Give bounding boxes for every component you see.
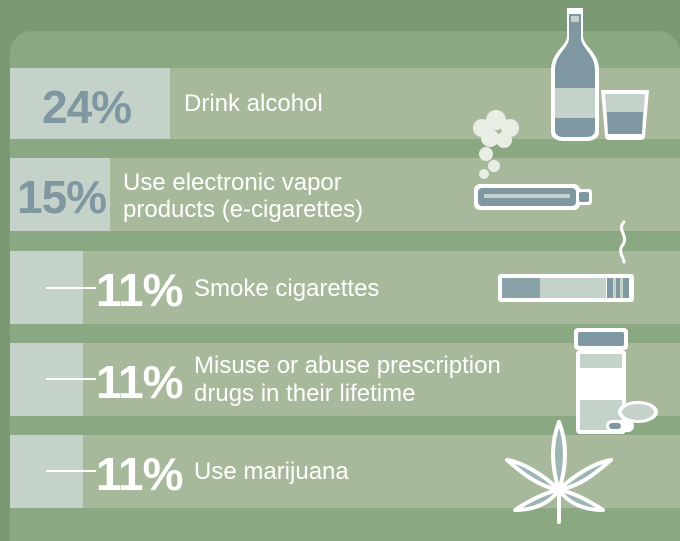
pill-bottle-icon <box>574 328 658 434</box>
category-label-line-1: Misuse or abuse prescription <box>194 352 501 379</box>
leader-tick <box>46 287 96 289</box>
category-label: Use marijuana <box>194 458 349 485</box>
category-label: Drink alcohol <box>184 90 323 117</box>
category-label: Smoke cigarettes <box>194 275 380 302</box>
vapor-cloud-icon <box>473 110 519 179</box>
e-cigarette-icon <box>474 184 592 210</box>
value-box <box>10 68 170 139</box>
value-label: 24% <box>42 81 132 133</box>
leader-tick <box>46 378 96 380</box>
value-label: 11% <box>96 264 184 316</box>
smoke-wisp-icon <box>619 220 627 264</box>
bar-row-prescription-drugs: 11% Misuse or abuse prescription drugs i… <box>10 343 680 416</box>
category-label-line-2: drugs in their lifetime <box>194 380 416 407</box>
category-label-line-2: products (e-cigarettes) <box>123 196 364 223</box>
value-box <box>10 158 110 231</box>
value-label: 15% <box>17 171 107 223</box>
alcohol-bottle-glass-icon <box>551 8 649 141</box>
leader-tick <box>46 470 96 472</box>
value-label: 11% <box>96 356 184 408</box>
cigarette-icon <box>498 274 634 302</box>
value-label: 11% <box>96 448 184 500</box>
category-label-line-1: Use electronic vapor <box>123 169 342 196</box>
marijuana-leaf-icon <box>505 420 613 524</box>
